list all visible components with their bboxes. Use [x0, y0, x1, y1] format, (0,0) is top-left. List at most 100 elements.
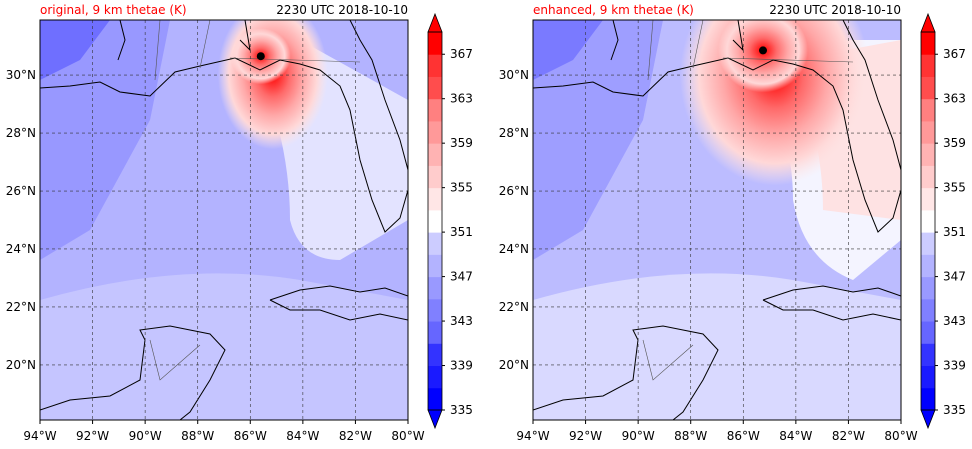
x-tick-label: 84°W	[286, 429, 319, 443]
borders	[642, 20, 854, 381]
south-band	[533, 273, 901, 420]
colorbar-segment	[428, 298, 442, 322]
coastline-segment	[610, 20, 619, 61]
coastlines	[40, 20, 408, 420]
colorbar-tick-label: 335	[450, 403, 473, 417]
colorbar-tick-label: 367	[450, 47, 473, 61]
y-tick-label: 30°N	[6, 68, 36, 82]
thetae-field	[533, 20, 901, 420]
border-segment	[149, 339, 201, 381]
colorbar-tick-label: 355	[450, 181, 473, 195]
colorbar: 335 339 343 347 351 355 359 363 367	[920, 12, 966, 430]
x-tick-label: 94°W	[23, 429, 56, 443]
colorbar-segment	[921, 276, 935, 300]
y-tick-label: 24°N	[499, 242, 529, 256]
colorbar-tick-label: 355	[943, 181, 966, 195]
coastline-segment	[269, 285, 408, 301]
border-segment	[642, 339, 694, 381]
y-tick-label: 26°N	[6, 184, 36, 198]
coastline-segment	[117, 20, 126, 61]
x-tick-label: 82°W	[339, 429, 372, 443]
coastline-segment	[762, 285, 901, 301]
colorbar-segment	[921, 298, 935, 322]
colorbar-segment	[921, 54, 935, 77]
colorbar-tick-label: 359	[450, 136, 473, 150]
map-frame	[532, 19, 902, 421]
storm-center-marker	[759, 46, 767, 55]
colorbar-tick-label: 351	[450, 225, 473, 239]
coastline-segment	[269, 299, 408, 321]
original-title: original, 9 km thetae (K)	[40, 3, 187, 17]
colorbar-segment	[921, 365, 935, 389]
colorbar-segment	[921, 254, 935, 278]
x-tick-label: 88°W	[674, 429, 707, 443]
y-tick-label: 30°N	[499, 68, 529, 82]
y-tick-label: 26°N	[499, 184, 529, 198]
colorbar-segment	[428, 209, 442, 233]
colorbar-tick-label: 347	[450, 270, 473, 284]
borders	[149, 20, 361, 381]
coastline-segment	[40, 57, 408, 233]
enhanced-map: 94°W 92°W 90°W 88°W 86°W 84°W 82°W 80°W 20°N 22°N…	[499, 12, 966, 443]
colorbar-segment	[428, 254, 442, 278]
colorbar-segment	[921, 343, 935, 367]
border-segment	[722, 57, 854, 63]
colorbar-segment	[921, 187, 935, 211]
y-tick-label: 28°N	[6, 126, 36, 140]
colorbar-tick-label: 351	[943, 225, 966, 239]
colorbar-frame	[920, 31, 936, 411]
original-map: 94°W 92°W 90°W 88°W 86°W 84°W 82°W 80°W 20°N 22°N…	[6, 12, 473, 443]
x-tick-label: 84°W	[779, 429, 812, 443]
cool-region	[40, 20, 170, 260]
x-tick-label: 80°W	[884, 429, 917, 443]
x-tick-label: 82°W	[832, 429, 865, 443]
x-tick-label: 92°W	[569, 429, 602, 443]
colorbar-extend-max	[920, 12, 936, 33]
colorbar-segment	[921, 32, 935, 55]
colorbar-segment	[428, 387, 442, 411]
coastline-segment	[533, 325, 719, 420]
colorbar-tick-label: 343	[943, 314, 966, 328]
x-tick-label: 80°W	[391, 429, 424, 443]
colorbar-segment	[921, 76, 935, 100]
colorbar-tick-label: 339	[943, 359, 966, 373]
x-tick-label: 92°W	[76, 429, 109, 443]
border-segment	[692, 20, 704, 69]
colorbar-segment	[428, 32, 442, 55]
x-tick-label: 90°W	[622, 429, 655, 443]
colorbar: 335 339 343 347 351 355 359 363 367	[427, 12, 473, 430]
x-tick-label: 94°W	[516, 429, 549, 443]
enhanced-title: enhanced, 9 km thetae (K)	[533, 3, 694, 17]
colorbar-segment	[428, 120, 442, 144]
storm-center-marker	[256, 52, 265, 61]
border-segment	[154, 20, 161, 81]
enhanced-time-label: 2230 UTC 2018-10-10	[769, 3, 901, 17]
colorbar-frame	[427, 31, 443, 411]
x-tick-label: 86°W	[234, 429, 267, 443]
colorbar-tick-label: 339	[450, 359, 473, 373]
colorbar-tick-label: 363	[450, 92, 473, 106]
colorbar-extend-min	[920, 409, 936, 430]
colorbar-segment	[428, 165, 442, 189]
border-segment	[229, 57, 361, 63]
colorbar-tick-label: 359	[943, 136, 966, 150]
y-tick-label: 20°N	[499, 358, 529, 372]
y-tick-label: 20°N	[6, 358, 36, 372]
colorbar-segment	[428, 187, 442, 211]
enhanced-panel: 94°W 92°W 90°W 88°W 86°W 84°W 82°W 80°W 20°N 22°N…	[493, 0, 972, 449]
gridlines	[40, 20, 408, 420]
colorbar-segment	[921, 387, 935, 411]
colorbar-segment	[428, 321, 442, 344]
colorbar-extend-max	[427, 12, 443, 33]
original-time-label: 2230 UTC 2018-10-10	[276, 3, 408, 17]
x-tick-label: 90°W	[129, 429, 162, 443]
coastlines	[533, 20, 901, 420]
coastline-segment	[842, 20, 901, 171]
colorbar-segment	[428, 343, 442, 367]
colorbar-extend-min	[427, 409, 443, 430]
colorbar-tick-label: 343	[450, 314, 473, 328]
colorbar-segment	[921, 232, 935, 255]
map-frame	[39, 19, 409, 421]
thetae-field	[40, 20, 408, 420]
y-tick-label: 24°N	[6, 242, 36, 256]
